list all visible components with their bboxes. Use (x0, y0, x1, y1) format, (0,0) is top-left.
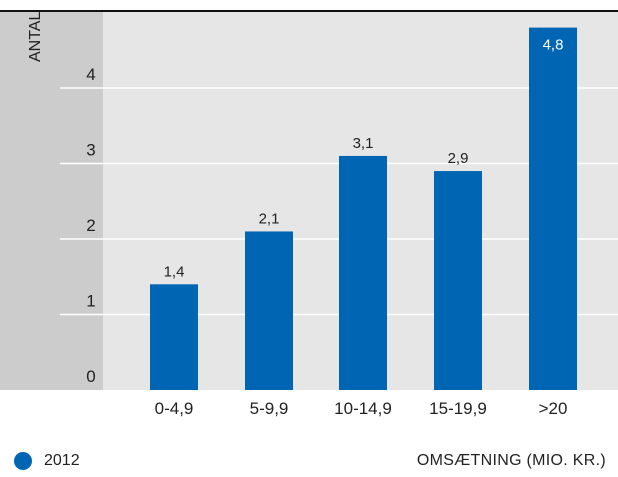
bars (150, 27, 577, 390)
data-label: 4,8 (543, 37, 564, 54)
x-tick-labels: 0-4,9 5-9,9 10-14,9 15-19,9 >20 (155, 399, 568, 418)
bar (150, 284, 198, 390)
y-tick-labels: 0 1 2 3 4 (86, 65, 95, 386)
x-tick-label: 0-4,9 (155, 399, 194, 418)
legend: 2012 (14, 452, 80, 470)
bar (529, 27, 577, 390)
axis-band (0, 10, 103, 390)
data-label: 1,4 (164, 263, 185, 280)
y-tick-label: 0 (86, 367, 95, 386)
y-tick-label: 3 (86, 141, 95, 160)
bar (434, 171, 482, 390)
legend-label: 2012 (44, 452, 80, 469)
data-label: 3,1 (353, 135, 374, 152)
y-tick-label: 2 (86, 216, 95, 235)
data-label: 2,9 (448, 150, 469, 167)
x-tick-label: 10-14,9 (334, 399, 392, 418)
x-tick-label: 15-19,9 (429, 399, 487, 418)
x-tick-label: >20 (539, 399, 568, 418)
data-labels: 1,4 2,1 3,1 2,9 4,8 (164, 37, 564, 281)
y-tick-label: 1 (86, 292, 95, 311)
x-tick-label: 5-9,9 (250, 399, 289, 418)
bar (339, 155, 387, 390)
x-axis-title: OMSÆTNING (MIO. KR.) (416, 452, 606, 469)
data-label: 2,1 (259, 210, 280, 227)
bar (245, 231, 293, 390)
legend-marker-icon (14, 452, 32, 470)
y-tick-label: 4 (86, 65, 95, 84)
y-axis-title: ANTAL (27, 12, 44, 62)
